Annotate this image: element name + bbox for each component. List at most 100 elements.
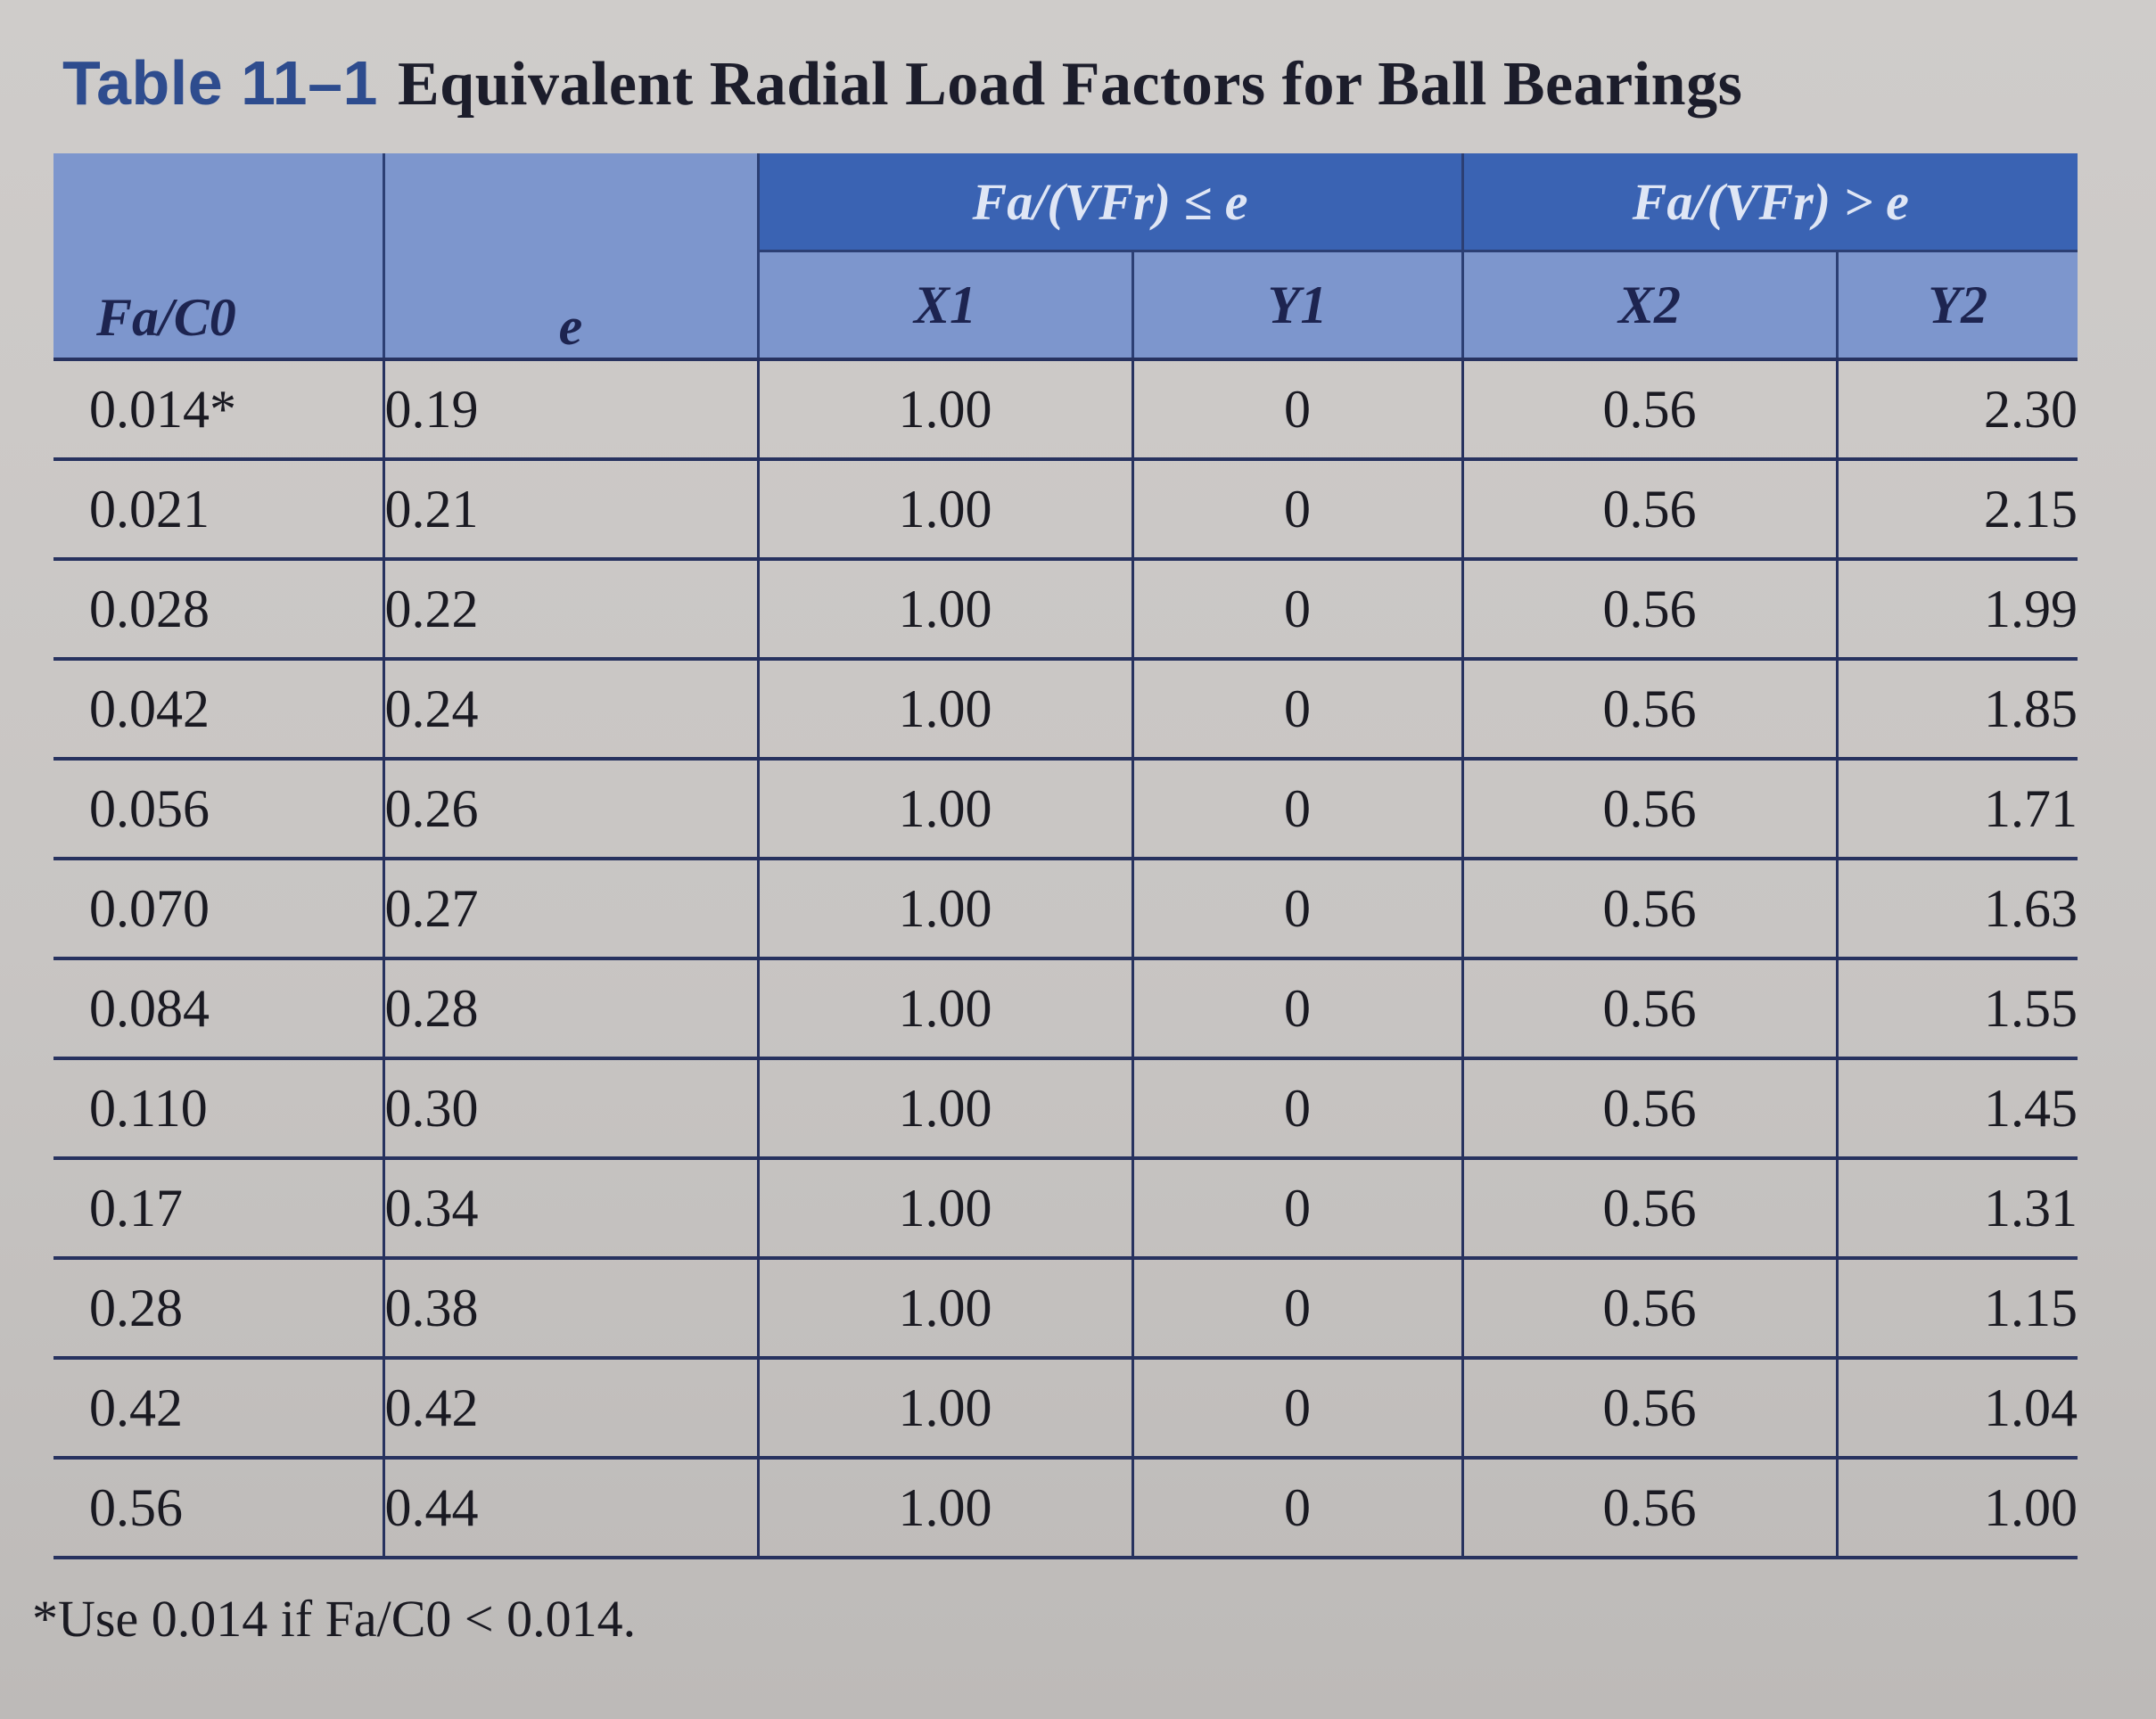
cell-y1: 0	[1131, 657, 1462, 759]
cell-x2: 0.56	[1461, 1256, 1837, 1358]
table-row: 0.42 0.42 1.00 0 0.56 1.04	[53, 1356, 2078, 1458]
cell-y1: 0	[1131, 1356, 1462, 1458]
table-row: 0.021 0.21 1.00 0 0.56 2.15	[53, 457, 2078, 559]
table-row: 0.17 0.34 1.00 0 0.56 1.31	[53, 1156, 2078, 1258]
cell-e: 0.19	[382, 358, 758, 459]
table-row: 0.28 0.38 1.00 0 0.56 1.15	[53, 1256, 2078, 1358]
load-factor-table: Fa/C0 e Fa/(VFr) ≤ e Fa/(VFr) > e X1 Y1 …	[53, 153, 2078, 1559]
cell-e: 0.21	[382, 457, 758, 559]
table-title: Table 11–1 Equivalent Radial Load Factors…	[62, 43, 1742, 125]
cell-x1: 1.00	[756, 1356, 1132, 1458]
col-header-fa-c0-text: Fa/C0	[96, 288, 236, 347]
cell-y1: 0	[1131, 1156, 1462, 1258]
cell-y2: 1.45	[1835, 1057, 2078, 1158]
table-number: Table 11–1	[62, 48, 378, 118]
cell-y2: 1.85	[1835, 657, 2078, 759]
table-row: 0.56 0.44 1.00 0 0.56 1.00	[53, 1456, 2078, 1559]
col-header-y2: Y2	[1835, 250, 2078, 359]
cell-fa-c0: 0.014*	[53, 358, 383, 459]
cell-x1: 1.00	[756, 1456, 1132, 1559]
cell-x2: 0.56	[1461, 1456, 1837, 1559]
cell-fa-c0: 0.084	[53, 957, 383, 1058]
cell-x2: 0.56	[1461, 857, 1837, 958]
cell-y2: 1.55	[1835, 957, 2078, 1058]
cell-x2: 0.56	[1461, 557, 1837, 659]
cell-x2: 0.56	[1461, 657, 1837, 759]
cell-y2: 1.99	[1835, 557, 2078, 659]
col-header-y1: Y1	[1131, 250, 1462, 359]
table-row: 0.042 0.24 1.00 0 0.56 1.85	[53, 657, 2078, 759]
col-header-y2-text: Y2	[1928, 275, 1988, 334]
cell-x2: 0.56	[1461, 957, 1837, 1058]
cell-e: 0.42	[382, 1356, 758, 1458]
cell-x1: 1.00	[756, 457, 1132, 559]
cell-y2: 2.30	[1835, 358, 2078, 459]
cell-x1: 1.00	[756, 957, 1132, 1058]
col-header-x2: X2	[1461, 250, 1837, 359]
cell-fa-c0: 0.28	[53, 1256, 383, 1358]
col-header-e: e	[382, 153, 758, 359]
cell-x1: 1.00	[756, 1057, 1132, 1158]
cell-y2: 1.71	[1835, 757, 2078, 859]
col-header-x2-text: X2	[1617, 275, 1682, 334]
cell-e: 0.24	[382, 657, 758, 759]
cell-y1: 0	[1131, 1057, 1462, 1158]
cell-fa-c0: 0.042	[53, 657, 383, 759]
cell-y1: 0	[1131, 857, 1462, 958]
table-row: 0.110 0.30 1.00 0 0.56 1.45	[53, 1057, 2078, 1158]
cell-e: 0.27	[382, 857, 758, 958]
table-footnote: *Use 0.014 if Fa/C0 < 0.014.	[32, 1590, 637, 1648]
group-header-right-text: Fa/(VFr) > e	[1632, 172, 1909, 231]
cell-e: 0.28	[382, 957, 758, 1058]
cell-x1: 1.00	[756, 557, 1132, 659]
cell-x2: 0.56	[1461, 1156, 1837, 1258]
cell-x2: 0.56	[1461, 358, 1837, 459]
cell-fa-c0: 0.028	[53, 557, 383, 659]
cell-y2: 1.63	[1835, 857, 2078, 958]
cell-x1: 1.00	[756, 358, 1132, 459]
cell-x2: 0.56	[1461, 1057, 1837, 1158]
cell-e: 0.30	[382, 1057, 758, 1158]
cell-e: 0.44	[382, 1456, 758, 1559]
col-header-e-text: e	[558, 297, 583, 356]
group-header-left-text: Fa/(VFr) ≤ e	[972, 172, 1248, 231]
table-row: 0.028 0.22 1.00 0 0.56 1.99	[53, 557, 2078, 659]
cell-y2: 2.15	[1835, 457, 2078, 559]
cell-fa-c0: 0.17	[53, 1156, 383, 1258]
cell-y1: 0	[1131, 757, 1462, 859]
col-header-fa-c0: Fa/C0	[53, 153, 383, 359]
cell-x1: 1.00	[756, 757, 1132, 859]
cell-x2: 0.56	[1461, 457, 1837, 559]
cell-x1: 1.00	[756, 1256, 1132, 1358]
cell-y1: 0	[1131, 457, 1462, 559]
cell-x2: 0.56	[1461, 757, 1837, 859]
cell-y2: 1.04	[1835, 1356, 2078, 1458]
group-header-left: Fa/(VFr) ≤ e	[756, 153, 1462, 251]
cell-fa-c0: 0.110	[53, 1057, 383, 1158]
cell-x1: 1.00	[756, 857, 1132, 958]
cell-y1: 0	[1131, 1456, 1462, 1559]
cell-y2: 1.15	[1835, 1256, 2078, 1358]
cell-x1: 1.00	[756, 1156, 1132, 1258]
cell-y1: 0	[1131, 957, 1462, 1058]
col-header-x1: X1	[756, 250, 1132, 359]
table-row: 0.014* 0.19 1.00 0 0.56 2.30	[53, 358, 2078, 459]
cell-y1: 0	[1131, 1256, 1462, 1358]
cell-y2: 1.31	[1835, 1156, 2078, 1258]
table-row: 0.070 0.27 1.00 0 0.56 1.63	[53, 857, 2078, 958]
cell-x1: 1.00	[756, 657, 1132, 759]
cell-fa-c0: 0.42	[53, 1356, 383, 1458]
cell-e: 0.26	[382, 757, 758, 859]
col-header-y1-text: Y1	[1267, 275, 1328, 334]
cell-e: 0.38	[382, 1256, 758, 1358]
col-header-x1-text: X1	[913, 275, 977, 334]
cell-e: 0.34	[382, 1156, 758, 1258]
table-caption: Equivalent Radial Load Factors for Ball …	[397, 50, 1743, 119]
cell-fa-c0: 0.021	[53, 457, 383, 559]
table-row: 0.056 0.26 1.00 0 0.56 1.71	[53, 757, 2078, 859]
cell-e: 0.22	[382, 557, 758, 659]
table-row: 0.084 0.28 1.00 0 0.56 1.55	[53, 957, 2078, 1058]
cell-fa-c0: 0.056	[53, 757, 383, 859]
cell-y1: 0	[1131, 358, 1462, 459]
